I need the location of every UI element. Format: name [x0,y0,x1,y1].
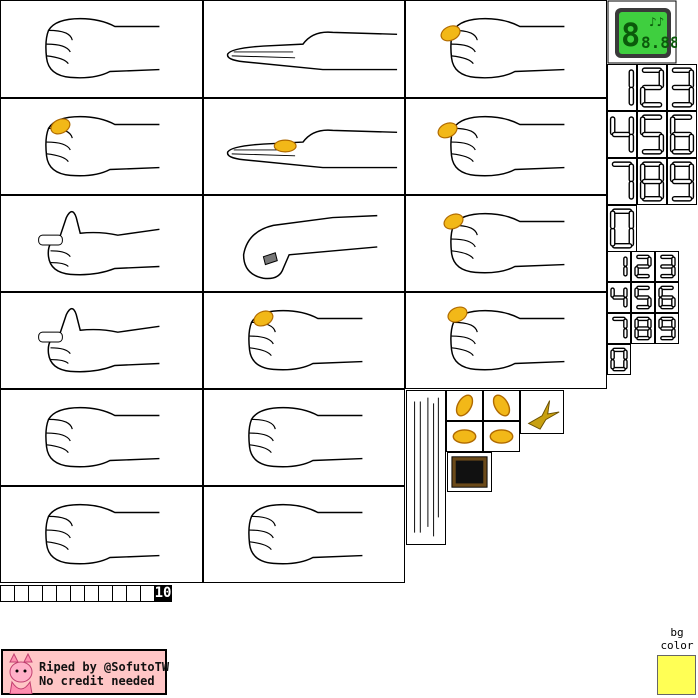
frame-counter-strip: 10 [0,585,172,602]
hand-frame-flat-coin [203,98,405,195]
bg-color-swatch [657,655,696,695]
small-digit-9 [655,313,679,344]
counter-number: 10 [154,585,172,602]
small-digit-1 [607,251,631,282]
svg-text:8: 8 [621,16,640,54]
hand-frame-thumb-2 [0,292,203,389]
bg-color-label: bg color [660,626,694,652]
hand-frame-thumb-1 [0,195,203,292]
large-digit-3 [667,64,697,111]
large-digit-0 [607,205,637,252]
large-digit-9 [667,158,697,205]
small-digit-0 [607,344,631,375]
hand-frame-coin-flip-1 [405,195,607,292]
credit-banner: Riped by @SofutoTW No credit needed [1,649,170,695]
small-digit-3 [655,251,679,282]
hand-frame-coin-flip-2 [203,292,405,389]
hand-frame-fist-3 [203,389,405,486]
sparkle-icon [520,390,564,434]
paper-strip [406,390,446,545]
small-digit-5 [631,282,655,313]
hand-frame-fist-5 [203,486,405,583]
large-digit-5 [637,111,667,158]
large-digit-1 [607,64,637,111]
hand-frame-coin-flip-3 [405,292,607,389]
hand-frame-fist-1 [0,0,203,98]
large-digit-7 [607,158,637,205]
credit-line-1: Riped by @SofutoTW [39,660,170,674]
svg-text:8.88: 8.88 [641,33,677,52]
small-digit-4 [607,282,631,313]
dark-screen-tile [447,452,492,492]
small-digit-6 [655,282,679,313]
credit-line-2: No credit needed [39,674,155,688]
hand-frame-fist-4 [0,486,203,583]
hand-frame-coin-top-3 [405,98,607,195]
coin-sprite-4 [483,421,520,452]
large-digit-6 [667,111,697,158]
coin-sprite-1 [446,390,483,421]
hand-frame-coin-top-2 [0,98,203,195]
small-digit-8 [631,313,655,344]
small-digit-2 [631,251,655,282]
large-digit-4 [607,111,637,158]
coin-sprite-3 [446,421,483,452]
svg-text:♪♪: ♪♪ [649,15,664,29]
large-digit-2 [637,64,667,111]
fox-avatar-icon [9,652,33,694]
hand-frame-coin-top-1 [405,0,607,98]
coin-sprite-2 [483,390,520,421]
lcd-display-icon: 8 8.88 ♪♪ [607,0,677,64]
large-digit-8 [637,158,667,205]
hand-frame-pinch [203,195,405,292]
hand-frame-flat-1 [203,0,405,98]
small-digit-7 [607,313,631,344]
hand-frame-fist-2 [0,389,203,486]
